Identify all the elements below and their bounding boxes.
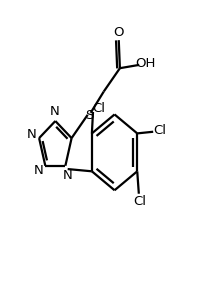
Text: N: N: [49, 105, 59, 118]
Text: OH: OH: [136, 57, 156, 71]
Text: O: O: [113, 26, 124, 39]
Text: Cl: Cl: [92, 102, 105, 115]
Text: Cl: Cl: [133, 195, 146, 208]
Text: S: S: [85, 109, 93, 122]
Text: N: N: [63, 169, 73, 182]
Text: N: N: [34, 164, 43, 177]
Text: Cl: Cl: [153, 124, 166, 136]
Text: N: N: [27, 128, 37, 141]
